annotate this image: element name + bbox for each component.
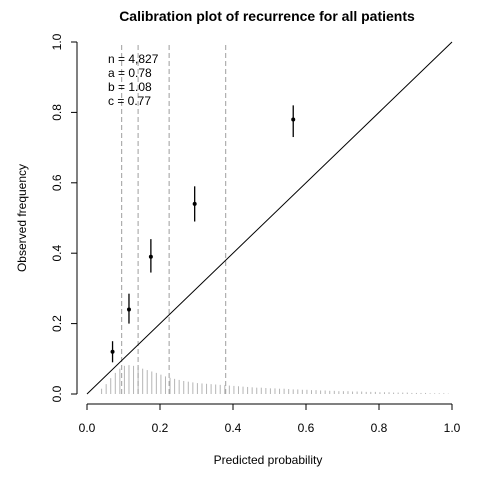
chart-title: Calibration plot of recurrence for all p…	[119, 8, 415, 24]
statistic-annotation: a = 0.78	[108, 66, 152, 80]
statistic-annotation: c = 0.77	[108, 94, 151, 108]
calibration-points	[110, 105, 296, 363]
y-axis-label: Observed frequency	[15, 164, 29, 272]
data-point	[192, 201, 197, 206]
x-tick-label: 0.4	[225, 421, 242, 435]
x-axis: 0.0 0.2 0.4 0.6 0.8 1.0	[79, 403, 461, 435]
y-tick-label: 0.4	[50, 245, 64, 262]
x-tick-label: 0.8	[371, 421, 388, 435]
y-tick-label: 0.6	[50, 174, 64, 191]
x-axis-label: Predicted probability	[214, 453, 323, 467]
x-tick-label: 0.2	[152, 421, 169, 435]
cutoff-lines	[121, 42, 227, 394]
y-tick-label: 1.0	[50, 33, 64, 50]
x-tick-label: 0.6	[298, 421, 315, 435]
statistic-annotation: b = 1.08	[108, 80, 152, 94]
x-tick-label: 1.0	[444, 421, 461, 435]
statistic-annotation: n = 4,827	[108, 52, 159, 66]
histogram	[101, 365, 449, 394]
data-point	[110, 349, 115, 354]
y-tick-label: 0.0	[50, 385, 64, 402]
x-tick-label: 0.0	[79, 421, 96, 435]
y-tick-label: 0.2	[50, 315, 64, 332]
data-point	[291, 117, 296, 122]
y-axis: 0.0 0.2 0.4 0.6 0.8 1.0	[50, 33, 78, 402]
reference-line	[86, 41, 453, 395]
y-tick-label: 0.8	[50, 104, 64, 121]
data-point	[148, 254, 153, 259]
data-point	[126, 307, 131, 312]
diagonal-line	[86, 41, 453, 395]
